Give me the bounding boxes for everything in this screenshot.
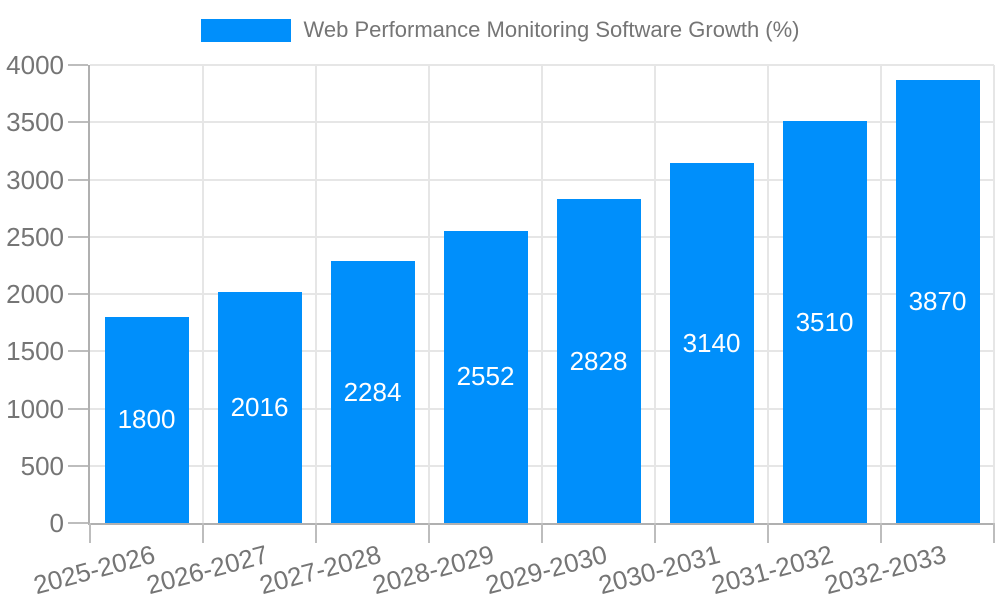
x-axis-tick xyxy=(315,523,317,543)
x-axis-tick xyxy=(202,523,204,543)
y-axis-label: 1500 xyxy=(6,336,64,367)
y-axis-label: 500 xyxy=(20,450,64,481)
x-axis-label: 2026-2027 xyxy=(143,539,272,601)
x-axis-tick xyxy=(541,523,543,543)
gridline-vertical xyxy=(880,65,882,523)
gridline-vertical xyxy=(767,65,769,523)
x-axis-label: 2028-2029 xyxy=(369,539,498,601)
y-axis-label: 1000 xyxy=(6,393,64,424)
bar[interactable]: 1800 xyxy=(104,316,189,523)
y-axis-label: 2500 xyxy=(6,221,64,252)
y-axis-tick xyxy=(68,64,88,66)
gridline-vertical xyxy=(315,65,317,523)
y-axis-tick xyxy=(68,350,88,353)
bar-value-label: 2284 xyxy=(343,376,402,407)
x-axis-label: 2030-2031 xyxy=(595,539,724,601)
plot-area: 0 500 1000 1500 2000 2500 3000 3500 4000 1800 2025… xyxy=(6,51,995,600)
bar[interactable]: 2284 xyxy=(330,261,415,523)
bar[interactable]: 2828 xyxy=(556,199,641,523)
y-axis-tick xyxy=(68,464,88,467)
y-axis-tick xyxy=(68,121,88,124)
y-axis-tick xyxy=(68,178,88,181)
gridline-vertical xyxy=(541,65,543,523)
bar[interactable]: 3870 xyxy=(895,79,980,523)
gridline-vertical xyxy=(993,65,995,523)
x-axis-label: 2031-2032 xyxy=(708,539,837,601)
bar[interactable]: 3140 xyxy=(669,163,754,523)
y-axis-tick xyxy=(68,235,88,238)
y-axis-tick xyxy=(68,407,88,410)
bar-value-label: 3510 xyxy=(795,306,854,337)
bar[interactable]: 2016 xyxy=(217,292,302,523)
x-axis-tick xyxy=(428,523,430,543)
x-axis-label: 2029-2030 xyxy=(482,539,611,601)
bar-value-label: 3140 xyxy=(682,327,741,358)
y-axis-label: 2000 xyxy=(6,279,64,309)
x-axis-tick xyxy=(654,523,656,543)
x-axis-tick xyxy=(880,523,882,543)
x-axis-label: 2025-2026 xyxy=(30,539,159,601)
bar-value-label: 2828 xyxy=(569,345,628,376)
bar-value-label: 2552 xyxy=(456,361,515,392)
gridline-vertical xyxy=(202,65,204,523)
legend-swatch xyxy=(200,18,291,42)
x-axis-label: 2027-2028 xyxy=(256,539,385,601)
bar-value-label: 1800 xyxy=(117,404,176,435)
x-axis-tick xyxy=(89,523,91,543)
bar[interactable]: 2552 xyxy=(443,230,528,523)
y-axis-label: 0 xyxy=(49,508,64,538)
bar[interactable]: 3510 xyxy=(782,121,867,523)
bar-value-label: 2016 xyxy=(230,392,289,423)
gridline-vertical xyxy=(428,65,430,523)
y-axis-tick xyxy=(68,522,88,524)
y-axis-label: 3000 xyxy=(6,164,64,195)
legend[interactable]: Web Performance Monitoring Software Grow… xyxy=(0,17,1000,43)
x-axis-label: 2032-2033 xyxy=(821,539,950,601)
gridline-vertical xyxy=(654,65,656,523)
legend-series-label: Web Performance Monitoring Software Grow… xyxy=(303,17,800,42)
bar-value-label: 3870 xyxy=(908,285,967,316)
y-axis-label: 3500 xyxy=(6,107,64,138)
x-axis-tick xyxy=(993,523,995,543)
y-axis-tick xyxy=(68,293,88,295)
y-axis-label: 4000 xyxy=(6,50,64,80)
x-axis-tick xyxy=(767,523,769,543)
